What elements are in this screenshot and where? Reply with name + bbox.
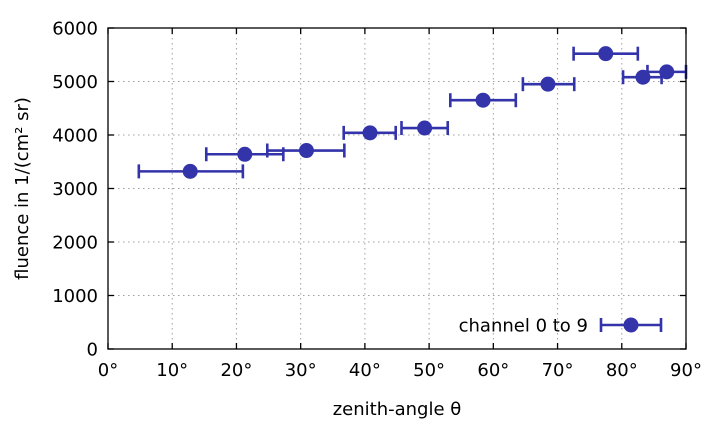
x-tick-label: 30° (285, 360, 317, 381)
data-point (237, 146, 253, 162)
grid-lines (108, 28, 686, 349)
x-tick-label: 10° (156, 360, 188, 381)
y-tick-label: 6000 (52, 19, 98, 40)
x-tick-label: 50° (413, 360, 445, 381)
y-tick-label: 2000 (52, 233, 98, 254)
y-tick-labels: 0 1000 2000 3000 4000 5000 6000 (52, 19, 98, 361)
data-points (182, 46, 675, 179)
x-tick-label: 80° (606, 360, 638, 381)
y-tick-label: 4000 (52, 126, 98, 147)
x-tick-label: 60° (477, 360, 509, 381)
x-tick-label: 0° (98, 360, 118, 381)
x-tick-label: 20° (220, 360, 252, 381)
x-tick-label: 40° (349, 360, 381, 381)
x-tick-labels: 0° 10° 20° 30° 40° 50° 60° 70° 80° 90° (98, 360, 702, 381)
data-point (540, 76, 556, 92)
y-axis-label: fluence in 1/(cm² sr) (12, 97, 33, 280)
data-point (362, 125, 378, 141)
data-point (635, 69, 651, 85)
x-tick-label: 70° (542, 360, 574, 381)
legend: channel 0 to 9 (459, 316, 663, 337)
legend-label: channel 0 to 9 (459, 316, 588, 337)
data-point (417, 120, 433, 136)
y-tick-label: 3000 (52, 179, 98, 200)
x-axis-label: zenith-angle θ (333, 399, 462, 420)
legend-point (623, 317, 639, 333)
y-tick-label: 0 (87, 340, 98, 361)
data-point (598, 46, 614, 62)
error-bars (137, 46, 688, 179)
axis-ticks (107, 27, 687, 350)
y-tick-label: 1000 (52, 286, 98, 307)
data-point (475, 92, 491, 108)
legend-marker (599, 317, 663, 333)
data-point (659, 64, 675, 80)
data-point (182, 163, 198, 179)
x-tick-label: 90° (670, 360, 702, 381)
y-tick-label: 5000 (52, 72, 98, 93)
data-point (298, 143, 314, 159)
